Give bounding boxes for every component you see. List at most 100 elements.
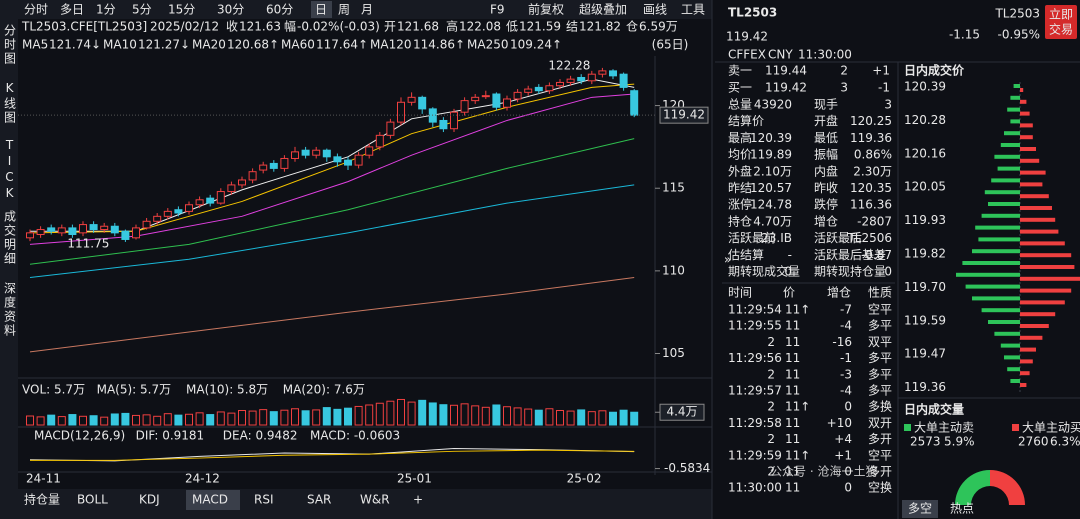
trade-oi: -16 (832, 335, 852, 349)
profile-sell-bar (956, 272, 1020, 277)
left-nav-item[interactable]: 分时图 (3, 24, 17, 66)
period-tab[interactable]: 日 (315, 3, 327, 17)
ma-line (29, 93, 635, 245)
indicator-tab[interactable]: KDJ (139, 493, 160, 507)
left-nav-item[interactable]: 深度资料 (3, 282, 17, 338)
volume-bar (216, 411, 225, 426)
period-tab[interactable]: 15分 (168, 3, 195, 17)
macd-label: MACD(12,26,9) (34, 429, 125, 443)
trade-nature: 多开 (868, 465, 892, 479)
stat-label: 估结算 (728, 247, 764, 262)
left-nav-item[interactable]: TICK (3, 138, 17, 202)
period-tab[interactable]: 周 (338, 3, 350, 17)
candle-body (481, 95, 490, 98)
quote-exchange: CFFEX (728, 48, 766, 62)
side-tab[interactable]: 热点 (950, 502, 974, 516)
trade-price: 11 (785, 384, 800, 398)
stat-label: 持仓 (728, 213, 752, 228)
volume-bar (142, 414, 151, 426)
profile-sell-bar (978, 237, 1020, 242)
volume-bar (556, 410, 564, 426)
indicator-tab[interactable]: BOLL (77, 493, 108, 507)
side-tab[interactable]: 多空 (908, 502, 932, 516)
indicator-tab[interactable]: MACD (192, 493, 228, 507)
quote-price: 119.42 (726, 30, 768, 44)
volume-bar (513, 407, 522, 426)
indicator-tab[interactable]: + (413, 493, 423, 507)
trade-price: 11↑ (785, 448, 810, 462)
stat-value: 0 (784, 265, 792, 279)
stat-label: 跌停 (814, 197, 838, 212)
profile-sell-bar (981, 213, 1020, 218)
toolbar-button[interactable]: 画线 (643, 3, 667, 17)
indicator-tab[interactable]: RSI (254, 493, 274, 507)
trade-button-text[interactable]: 交易 (1049, 22, 1073, 37)
trade-price: 11 (785, 432, 800, 446)
volume-bar (397, 398, 405, 426)
toolbar-button[interactable]: F9 (490, 3, 505, 17)
toolbar-bg (0, 0, 712, 19)
volume-bar (439, 404, 448, 426)
profile-buy-bar (1020, 217, 1056, 222)
period-tab[interactable]: 5分 (132, 3, 152, 17)
left-nav-item[interactable]: 成交明细 (3, 210, 17, 266)
tabs-bg (0, 489, 712, 519)
volume-bar (206, 414, 215, 426)
left-nav-item[interactable]: K线图 (3, 81, 17, 125)
legend-value: 2573 (910, 435, 941, 449)
volume-bar (195, 412, 204, 426)
candle-body (577, 76, 586, 82)
trade-nature: 多平 (868, 367, 892, 381)
book-label: 卖一 (728, 64, 752, 78)
period-tab[interactable]: 分时 (24, 3, 48, 17)
indicator-tab[interactable]: 持仓量 (24, 492, 60, 507)
volume-bar (481, 406, 490, 426)
trade-button-text[interactable]: 立即 (1049, 7, 1073, 22)
profile-buy-bar (1020, 359, 1033, 364)
toolbar-button[interactable]: 前复权 (528, 2, 564, 17)
candle-body (407, 96, 416, 103)
candle-body (47, 227, 56, 232)
candle-body (609, 70, 617, 77)
volume-bar (47, 414, 56, 426)
trade-button[interactable] (1045, 5, 1077, 39)
candle-body (259, 164, 268, 171)
trade-header: 价 (783, 286, 795, 300)
period-tab[interactable]: 月 (361, 3, 373, 17)
trade-time: 2 (767, 367, 775, 381)
indicator-tab[interactable]: W&R (360, 493, 390, 507)
toolbar-button[interactable]: 超级叠加 (579, 2, 627, 17)
stat-value: 2.30万 (853, 164, 892, 178)
indicator-tab[interactable]: SAR (307, 493, 331, 507)
profile-buy-bar (1020, 229, 1059, 234)
candle-body (450, 111, 458, 130)
stat-label: 结算价 (728, 113, 764, 128)
ratio-donut (990, 470, 1025, 505)
period-tab[interactable]: 1分 (96, 3, 116, 17)
toolbar-button[interactable]: 工具 (681, 3, 705, 17)
period-tab[interactable]: 多日 (60, 3, 84, 17)
profile-sell-bar (1004, 131, 1020, 136)
profile-buy-bar (1020, 206, 1052, 210)
stat-label: 增仓 (814, 214, 838, 228)
profile-buy-bar (1020, 288, 1072, 293)
info-label: 收 (226, 20, 238, 34)
volume-bar (174, 414, 183, 426)
volume-bar (598, 410, 607, 426)
profile-sell-bar (962, 261, 1020, 265)
info-label: 开 (384, 20, 396, 34)
period-label[interactable]: (65日) (652, 38, 689, 52)
volume-bar (609, 411, 617, 426)
candle-body (142, 220, 151, 229)
candle-body (365, 146, 374, 156)
candle-body (534, 86, 543, 92)
stat-label: 昨收 (814, 181, 838, 195)
candle-body (312, 149, 321, 156)
trade-price: 11 (785, 367, 800, 381)
stat-label: 内盘 (814, 163, 838, 178)
period-tab[interactable]: 60分 (266, 3, 293, 17)
volume-bar (68, 414, 77, 426)
collapse-arrow[interactable]: » (724, 253, 731, 267)
period-tab[interactable]: 30分 (217, 3, 244, 17)
